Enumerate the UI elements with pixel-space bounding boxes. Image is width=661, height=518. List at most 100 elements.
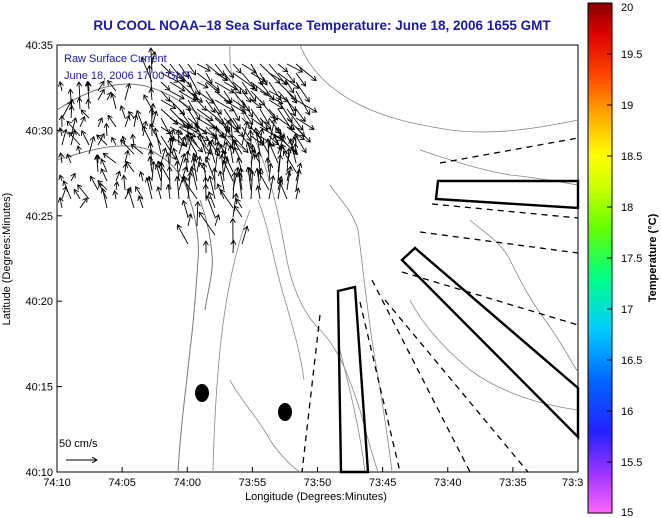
current-vector <box>232 99 245 108</box>
current-vector <box>199 134 207 155</box>
current-vector <box>205 99 215 112</box>
current-vector <box>214 99 234 111</box>
current-vector <box>223 99 246 113</box>
current-vector <box>233 240 234 254</box>
current-vector <box>79 98 80 110</box>
current-vector <box>187 81 196 96</box>
current-vector <box>296 188 298 200</box>
colorbar-ticks: 20 19.5 19 18.5 18 17.5 17 16.5 16 15.5 15 <box>607 2 642 518</box>
current-vector <box>250 81 268 95</box>
y-tick-label: 40:35 <box>25 40 53 52</box>
colorbar-tick-label: 19.5 <box>621 49 642 61</box>
current-vector <box>139 196 144 209</box>
current-vector <box>258 186 260 200</box>
current-vector <box>155 128 162 155</box>
current-vector <box>223 63 233 78</box>
current-vector <box>112 94 117 110</box>
current-vector <box>248 142 251 155</box>
current-vector <box>232 194 236 218</box>
current-vector <box>88 137 94 155</box>
current-vector <box>268 108 278 120</box>
current-vector <box>295 135 306 153</box>
current-vector <box>199 212 216 236</box>
current-vector <box>137 111 144 128</box>
current-vector <box>97 135 108 146</box>
x-tick-label: 73:3 <box>562 477 583 489</box>
current-vector <box>78 185 90 200</box>
current-vector <box>241 63 256 73</box>
current-vector <box>131 144 144 155</box>
current-vector <box>160 99 176 108</box>
current-vector <box>169 167 170 191</box>
current-vector <box>178 63 188 77</box>
x-tick-label: 74:05 <box>108 477 136 489</box>
current-vector <box>79 198 87 209</box>
x-tick-label: 73:35 <box>499 477 527 489</box>
current-vector <box>259 108 269 124</box>
current-vector <box>168 185 170 200</box>
current-vector <box>97 118 102 128</box>
current-vector <box>275 134 278 146</box>
current-vector <box>103 189 108 209</box>
current-vector <box>241 99 253 117</box>
current-vector <box>141 172 143 182</box>
current-vector <box>259 172 270 191</box>
current-vector <box>169 72 184 80</box>
current-vector <box>259 72 267 85</box>
current-vector <box>295 108 305 121</box>
current-vector <box>241 72 257 91</box>
y-axis-label: Latitude (Degrees:Minutes) <box>1 193 13 326</box>
current-vector <box>277 72 299 88</box>
current-vector <box>268 81 281 100</box>
current-vector <box>124 175 125 191</box>
current-vector <box>60 198 62 209</box>
map-frame <box>56 44 579 473</box>
current-vector <box>61 153 62 164</box>
current-vector <box>256 128 261 155</box>
current-vector <box>178 137 185 155</box>
lane-polygon-south <box>336 285 370 474</box>
current-vector <box>277 81 296 100</box>
current-vector <box>287 171 289 182</box>
current-vector <box>197 202 198 227</box>
colorbar-tick-label: 17 <box>621 304 633 316</box>
coastline <box>56 83 246 473</box>
current-vector <box>277 117 294 130</box>
current-vector <box>149 66 153 92</box>
current-vector <box>286 166 291 191</box>
current-vector <box>125 164 126 173</box>
current-vector <box>159 162 171 182</box>
current-vector <box>169 99 185 114</box>
current-vector <box>124 116 129 128</box>
x-axis-ticks: 74:10 74:05 74:00 73:55 73:50 73:45 73:40 73:35… <box>43 467 583 489</box>
current-vector <box>126 162 135 173</box>
current-vector <box>214 81 233 93</box>
shipping-lane-polygons <box>336 179 580 474</box>
marker-dot-1 <box>195 384 209 402</box>
current-vector <box>191 167 198 191</box>
current-vector <box>223 81 237 90</box>
current-vector <box>169 117 185 127</box>
colorbar-tick-label: 19 <box>621 100 633 112</box>
current-vector <box>88 100 89 110</box>
current-vector <box>108 115 117 128</box>
current-vector <box>158 187 161 200</box>
lane-polygon-east <box>434 179 580 210</box>
current-vector <box>214 72 228 80</box>
current-vector <box>250 99 261 108</box>
colorbar-tick-label: 16 <box>621 406 633 418</box>
current-vector <box>150 124 162 146</box>
colorbar-tick-label: 15.5 <box>621 457 642 469</box>
current-vector <box>143 126 153 146</box>
colorbar-tick-label: 15 <box>621 507 633 518</box>
current-vector <box>87 82 89 101</box>
current-vector <box>232 108 239 121</box>
current-vector <box>71 173 75 182</box>
current-vector <box>223 72 241 94</box>
current-vector <box>160 63 171 73</box>
current-vector <box>295 170 299 191</box>
current-vector <box>78 146 80 155</box>
current-vector <box>177 225 189 245</box>
current-vector <box>61 129 66 146</box>
colorbar-tick-label: 18 <box>621 202 633 214</box>
